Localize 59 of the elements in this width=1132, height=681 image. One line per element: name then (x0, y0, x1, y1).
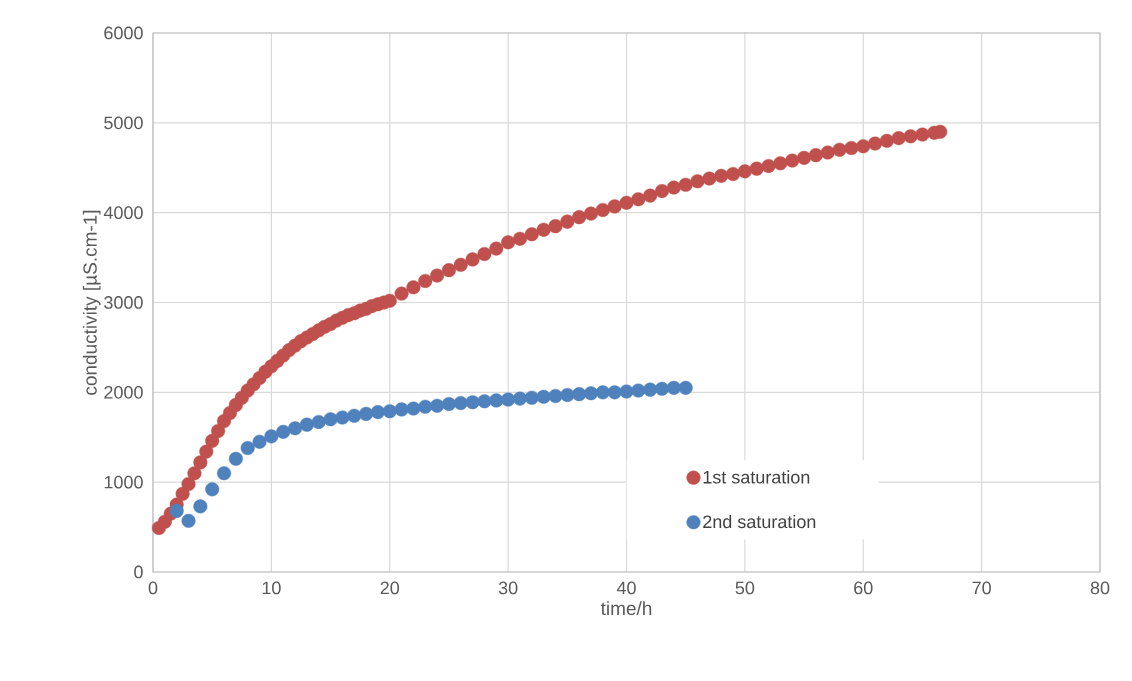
x-tick-label: 40 (616, 581, 636, 595)
point (631, 383, 646, 398)
point (583, 386, 598, 401)
y-tick-label: 0 (134, 565, 143, 579)
y-tick-label: 3000 (104, 296, 143, 309)
point (512, 391, 527, 406)
point (430, 398, 445, 413)
x-tick-label: 80 (1090, 581, 1110, 595)
x-tick-label: 70 (972, 581, 991, 595)
y-tick-label: 2000 (104, 385, 143, 399)
y-tick-label: 1000 (104, 475, 143, 489)
y-axis-title: conductivity [µS.cm-1] (82, 210, 101, 395)
point (228, 451, 243, 466)
point (489, 393, 504, 408)
legend-label: 1st saturation (703, 470, 810, 484)
y-tick-label: 6000 (104, 26, 143, 40)
point (441, 397, 456, 412)
point (193, 499, 208, 514)
point (252, 434, 267, 449)
point (501, 392, 516, 407)
point (655, 381, 670, 396)
point (217, 466, 232, 481)
point (359, 406, 374, 421)
point (406, 401, 421, 416)
x-tick-label: 50 (735, 581, 755, 595)
y-tick-label: 5000 (104, 116, 143, 130)
point (205, 482, 220, 497)
point (323, 412, 338, 427)
point (524, 390, 539, 405)
point (276, 424, 291, 439)
x-tick-label: 0 (148, 581, 158, 595)
point (536, 389, 551, 404)
point (240, 441, 255, 456)
point (311, 414, 326, 429)
point (181, 513, 196, 528)
point (394, 402, 409, 417)
x-tick-label: 10 (262, 581, 281, 595)
point (465, 395, 480, 410)
point (382, 404, 397, 419)
point (678, 380, 693, 395)
point (370, 405, 385, 420)
x-tick-label: 30 (498, 581, 518, 595)
point (335, 410, 350, 425)
point (560, 388, 575, 403)
x-axis-title: time/h (600, 601, 652, 616)
point (418, 399, 433, 414)
point (347, 408, 362, 423)
x-tick-label: 60 (854, 581, 873, 595)
x-tick-label: 20 (380, 581, 400, 595)
legend-label: 2nd saturation (703, 514, 816, 529)
point (299, 417, 314, 432)
point (548, 388, 563, 403)
y-tick-label: 4000 (103, 206, 143, 220)
point (288, 421, 303, 436)
point (264, 429, 279, 444)
point (619, 384, 634, 399)
point (643, 382, 658, 397)
point (572, 387, 587, 402)
point (477, 394, 492, 409)
